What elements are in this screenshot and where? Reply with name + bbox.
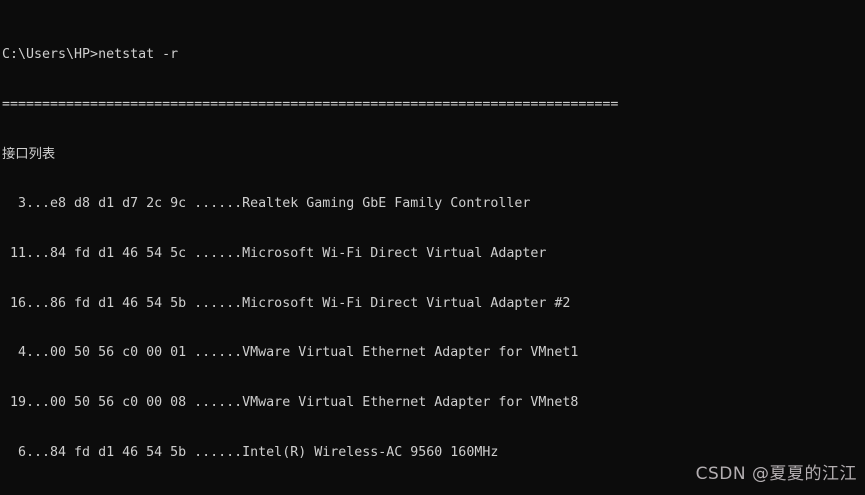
interface-entry: 4...00 50 56 c0 00 01 ......VMware Virtu… [2,345,579,361]
csdn-watermark: CSDN @夏夏的江江 [695,464,857,484]
prompt-line: C:\Users\HP>netstat -r [2,47,179,63]
interface-entry: 11...84 fd d1 46 54 5c ......Microsoft W… [2,245,547,261]
interface-entry: 19...00 50 56 c0 00 08 ......VMware Virt… [2,394,579,410]
interface-entry: 16...86 fd d1 46 54 5b ......Microsoft W… [2,295,571,311]
separator-line: ========================================… [2,96,619,112]
interface-list-title: 接口列表 [2,146,56,162]
interface-entry: 6...84 fd d1 46 54 5b ......Intel(R) Wir… [2,444,499,460]
interface-entry: 3...e8 d8 d1 d7 2c 9c ......Realtek Gami… [2,196,531,212]
